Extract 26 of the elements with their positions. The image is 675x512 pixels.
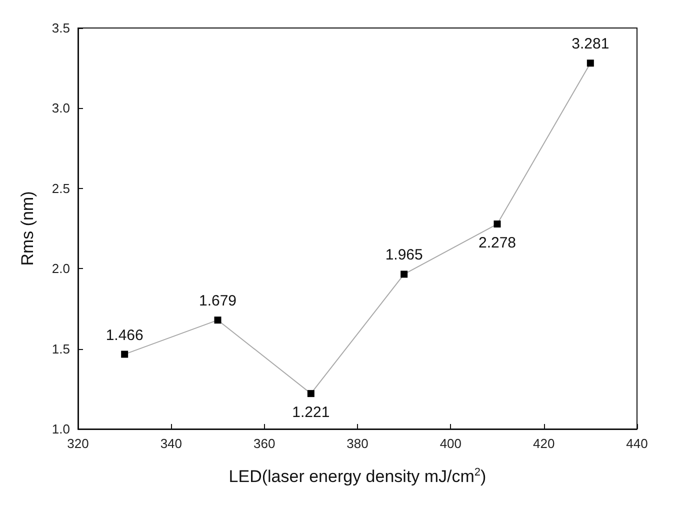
y-tick-label: 3.0	[52, 100, 70, 116]
y-tick-label: 1.5	[52, 341, 70, 356]
x-tick-label: 440	[626, 436, 648, 451]
x-tick-label: 400	[440, 436, 462, 451]
data-label: 1.221	[292, 404, 330, 422]
y-tick-label: 3.5	[52, 20, 70, 36]
y-tick-label: 1.0	[52, 422, 70, 436]
data-label: 1.965	[385, 246, 423, 264]
y-axis-title: Rms (nm)	[18, 191, 37, 266]
point	[307, 390, 314, 398]
x-tick-label: 380	[346, 436, 368, 451]
point	[586, 60, 594, 67]
y-tick-label: 2.0	[52, 261, 70, 276]
x-tick-label: 420	[532, 436, 555, 451]
data-label: 1.466	[106, 326, 144, 344]
data-label: 1.679	[198, 292, 237, 310]
point	[214, 316, 222, 324]
point	[121, 350, 128, 358]
x-tick-label: 340	[160, 436, 182, 451]
point	[400, 270, 408, 278]
y-tick-label: 2.5	[52, 180, 70, 196]
x-tick-label: 360	[253, 436, 276, 451]
point	[494, 220, 501, 228]
data-label: 2.278	[478, 234, 516, 252]
x-tick-label: 320	[67, 436, 89, 451]
data-label: 3.281	[572, 36, 610, 53]
